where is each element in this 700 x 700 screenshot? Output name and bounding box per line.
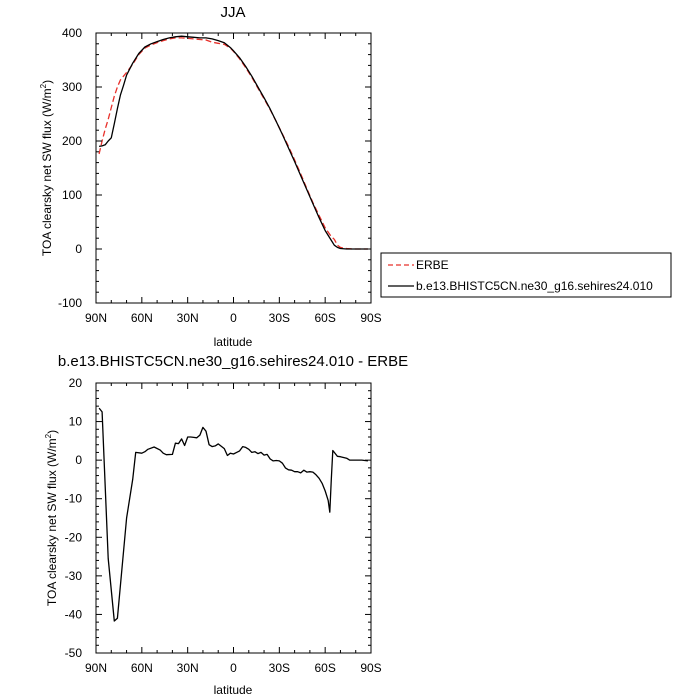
x-tick-label: 60N (131, 311, 153, 325)
bottom-y-ticks: -50 -40 -30 -20 -10 0 10 20 (65, 376, 371, 660)
bottom-panel: b.e13.BHISTC5CN.ne30_g16.sehires24.010 -… (44, 353, 408, 697)
x-tick-label: 0 (230, 311, 237, 325)
top-x-axis-label: latitude (214, 335, 253, 349)
x-tick-label: 30S (269, 661, 290, 675)
x-tick-label: 60N (131, 661, 153, 675)
bottom-y-axis-label: TOA clearsky net SW flux (W/m2) (44, 430, 59, 606)
x-tick-label: 90N (85, 311, 107, 325)
top-y-ticks: -100 0 100 200 300 400 (58, 26, 371, 310)
x-tick-label: 30N (177, 311, 199, 325)
bottom-plot-frame (95, 382, 372, 654)
bottom-chart-title: b.e13.BHISTC5CN.ne30_g16.sehires24.010 -… (58, 353, 408, 370)
y-tick-label: -30 (65, 569, 83, 583)
y-tick-label: 200 (62, 134, 82, 148)
x-tick-label: 90N (85, 661, 107, 675)
y-tick-label: -20 (65, 530, 83, 544)
top-chart-title: JJA (220, 4, 245, 21)
series-line-0-0 (98, 37, 368, 250)
x-tick-label: 30S (269, 311, 290, 325)
y-tick-label: 10 (69, 415, 83, 429)
x-tick-label: 60S (314, 311, 335, 325)
y-tick-label: -40 (65, 607, 83, 621)
top-panel: JJA 90N 60N 30N 0 30S 60S 90S -100 0 100 200 300 40… (39, 4, 672, 349)
bottom-x-ticks: 90N 60N 30N 0 30S 60S 90S (85, 383, 382, 675)
top-y-axis-label: TOA clearsky net SW flux (W/m2) (39, 80, 54, 256)
top-plot-lines (98, 35, 368, 250)
x-tick-label: 30N (177, 661, 199, 675)
x-tick-label: 90S (360, 311, 381, 325)
y-tick-label: 20 (69, 376, 83, 390)
legend-label-model: b.e13.BHISTC5CN.ne30_g16.sehires24.010 (416, 279, 653, 293)
top-x-ticks: 90N 60N 30N 0 30S 60S 90S (85, 33, 382, 325)
legend: ERBE b.e13.BHISTC5CN.ne30_g16.sehires24.… (380, 252, 672, 298)
y-tick-label: -100 (58, 296, 82, 310)
x-tick-label: 90S (360, 661, 381, 675)
y-tick-label: -10 (65, 492, 83, 506)
y-tick-label: 300 (62, 80, 82, 94)
x-tick-label: 60S (314, 661, 335, 675)
bottom-x-axis-label: latitude (214, 683, 253, 697)
bottom-plot-lines (98, 407, 368, 622)
top-plot-frame (95, 32, 372, 304)
legend-box (380, 252, 672, 298)
y-tick-label: 0 (75, 453, 82, 467)
series-line-0-1 (98, 35, 368, 250)
y-tick-label: -50 (65, 646, 83, 660)
series-line-1-0 (98, 407, 368, 622)
x-tick-label: 0 (230, 661, 237, 675)
y-tick-label: 100 (62, 188, 82, 202)
y-tick-label: 400 (62, 26, 82, 40)
y-tick-label: 0 (75, 242, 82, 256)
legend-label-erbe: ERBE (416, 258, 449, 272)
